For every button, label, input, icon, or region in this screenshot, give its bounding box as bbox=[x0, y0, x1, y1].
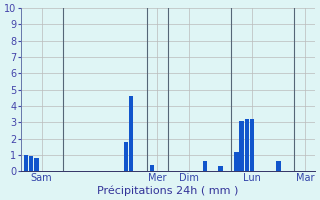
Bar bbox=[124, 142, 128, 171]
Bar bbox=[234, 152, 239, 171]
Bar bbox=[129, 96, 133, 171]
Bar bbox=[250, 119, 254, 171]
Bar bbox=[276, 161, 281, 171]
Bar bbox=[29, 156, 33, 171]
Bar bbox=[219, 166, 223, 171]
Bar bbox=[203, 161, 207, 171]
Bar bbox=[24, 155, 28, 171]
Bar bbox=[34, 158, 39, 171]
X-axis label: Précipitations 24h ( mm ): Précipitations 24h ( mm ) bbox=[97, 185, 239, 196]
Bar bbox=[245, 119, 249, 171]
Bar bbox=[150, 165, 155, 171]
Bar bbox=[239, 121, 244, 171]
